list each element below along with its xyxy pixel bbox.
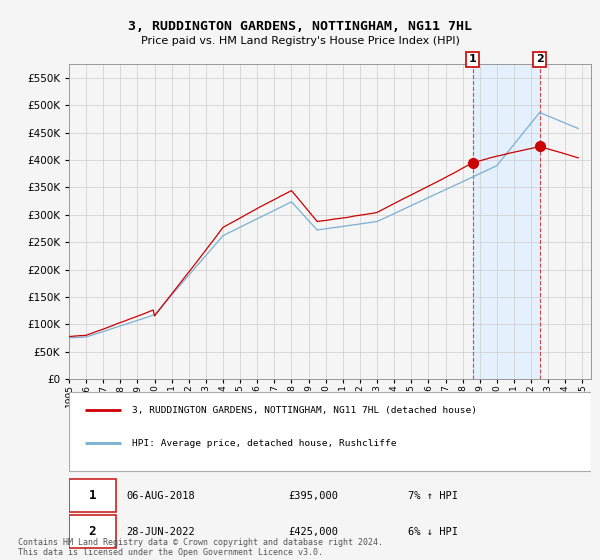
FancyBboxPatch shape [69,393,591,471]
Text: 6% ↓ HPI: 6% ↓ HPI [409,526,458,536]
Text: 1: 1 [469,54,476,64]
Text: HPI: Average price, detached house, Rushcliffe: HPI: Average price, detached house, Rush… [131,438,396,447]
Text: 06-AUG-2018: 06-AUG-2018 [127,491,195,501]
FancyBboxPatch shape [69,479,116,512]
Text: £395,000: £395,000 [288,491,338,501]
Text: £425,000: £425,000 [288,526,338,536]
Text: 2: 2 [536,54,544,64]
Text: 1: 1 [89,489,96,502]
FancyBboxPatch shape [69,515,116,548]
Bar [473,64,539,379]
Text: Price paid vs. HM Land Registry's House Price Index (HPI): Price paid vs. HM Land Registry's House … [140,36,460,46]
Text: 3, RUDDINGTON GARDENS, NOTTINGHAM, NG11 7HL (detached house): 3, RUDDINGTON GARDENS, NOTTINGHAM, NG11 … [131,406,476,415]
Text: 28-JUN-2022: 28-JUN-2022 [127,526,195,536]
Text: Contains HM Land Registry data © Crown copyright and database right 2024.
This d: Contains HM Land Registry data © Crown c… [18,538,383,557]
Text: 3, RUDDINGTON GARDENS, NOTTINGHAM, NG11 7HL: 3, RUDDINGTON GARDENS, NOTTINGHAM, NG11 … [128,20,472,32]
Text: 2: 2 [89,525,96,538]
Text: 7% ↑ HPI: 7% ↑ HPI [409,491,458,501]
